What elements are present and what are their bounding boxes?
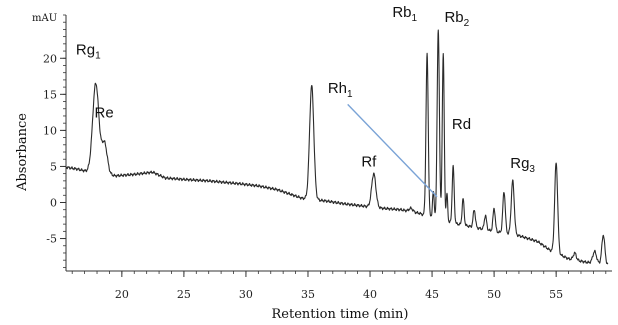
peak-label-subscript: 3: [529, 164, 535, 175]
x-tick-label-25: 25: [177, 288, 191, 301]
peak-label-rg1: Rg1: [76, 42, 101, 62]
peak-label-re: Re: [95, 104, 114, 121]
y-axis-title: Absorbance: [15, 113, 30, 192]
y-tick-label-0: 0: [50, 196, 57, 209]
peak-label-text: Rb: [392, 4, 411, 21]
peak-label-subscript: 1: [347, 89, 353, 100]
y-tick-label-15: 15: [43, 88, 57, 101]
peak-label-text: Rg: [76, 42, 95, 59]
x-axis-title: Retention time (min): [271, 307, 408, 322]
peak-label-text: Rd: [452, 116, 471, 133]
peak-label-text: Rh: [328, 80, 347, 97]
y-tick-label-5: 5: [50, 160, 57, 173]
x-tick-label-30: 30: [239, 288, 253, 301]
peak-label-subscript: 1: [412, 13, 418, 24]
x-tick-label-20: 20: [115, 288, 129, 301]
peak-label-subscript: 2: [464, 18, 470, 29]
peak-label-subscript: 1: [95, 51, 101, 62]
peak-label-text: Rf: [361, 153, 377, 170]
x-tick-label-55: 55: [549, 288, 563, 301]
peak-label-rb1: Rb1: [392, 4, 417, 24]
y-tick-label-10: 10: [43, 124, 57, 137]
peak-label-text: Re: [95, 104, 114, 121]
x-tick-label-50: 50: [487, 288, 501, 301]
peak-label-rg3: Rg3: [510, 155, 535, 175]
x-tick-label-40: 40: [363, 288, 377, 301]
peak-label-rf: Rf: [361, 153, 377, 170]
peak-label-text: Rg: [510, 155, 529, 172]
x-tick-label-45: 45: [425, 288, 439, 301]
peak-label-text: Rb: [444, 9, 463, 26]
x-tick-label-35: 35: [301, 288, 315, 301]
chromatogram-trace: [65, 29, 609, 265]
y-axis-unit-label: mAU: [32, 13, 57, 24]
peak-label-rh1: Rh1: [328, 80, 353, 100]
peak-label-rd: Rd: [452, 116, 471, 133]
peak-label-rb2: Rb2: [444, 9, 469, 29]
rh1-pointer-line: [347, 103, 438, 198]
y-tick-label-20: 20: [43, 52, 57, 65]
y-tick-label--5: -5: [46, 233, 57, 246]
